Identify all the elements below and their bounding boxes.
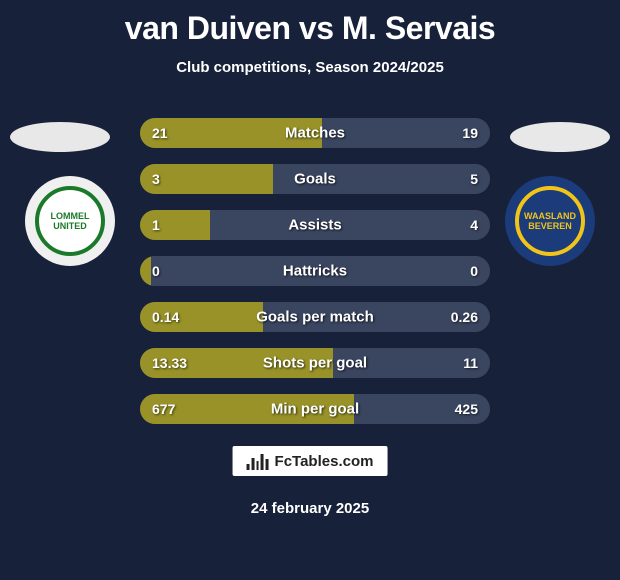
- page-subtitle: Club competitions, Season 2024/2025: [0, 47, 620, 76]
- stat-label: Assists: [140, 217, 490, 234]
- stat-row: 14Assists: [140, 210, 490, 240]
- club-crest-right-label: WAASLAND BEVEREN: [515, 186, 585, 256]
- stat-row: 00Hattricks: [140, 256, 490, 286]
- stat-row: 0.140.26Goals per match: [140, 302, 490, 332]
- stat-label: Shots per goal: [140, 355, 490, 372]
- stat-label: Goals: [140, 171, 490, 188]
- bar-chart-icon: [247, 452, 269, 470]
- club-crest-right: WAASLAND BEVEREN: [505, 176, 595, 266]
- player-left-silhouette: [10, 122, 110, 152]
- footer-brand-text: FcTables.com: [275, 453, 374, 470]
- stat-row: 35Goals: [140, 164, 490, 194]
- stat-row: 13.3311Shots per goal: [140, 348, 490, 378]
- stat-row: 677425Min per goal: [140, 394, 490, 424]
- footer-brand-badge: FcTables.com: [233, 446, 388, 476]
- stat-label: Goals per match: [140, 309, 490, 326]
- stat-label: Min per goal: [140, 401, 490, 418]
- stat-label: Hattricks: [140, 263, 490, 280]
- club-crest-left-label: LOMMEL UNITED: [35, 186, 105, 256]
- stats-container: 2119Matches 35Goals 14Assists 00Hattricks 0.…: [140, 118, 490, 440]
- stat-label: Matches: [140, 125, 490, 142]
- page-title: van Duiven vs M. Servais: [0, 0, 620, 47]
- stat-row: 2119Matches: [140, 118, 490, 148]
- player-right-silhouette: [510, 122, 610, 152]
- club-crest-left: LOMMEL UNITED: [25, 176, 115, 266]
- footer-date: 24 february 2025: [0, 500, 620, 517]
